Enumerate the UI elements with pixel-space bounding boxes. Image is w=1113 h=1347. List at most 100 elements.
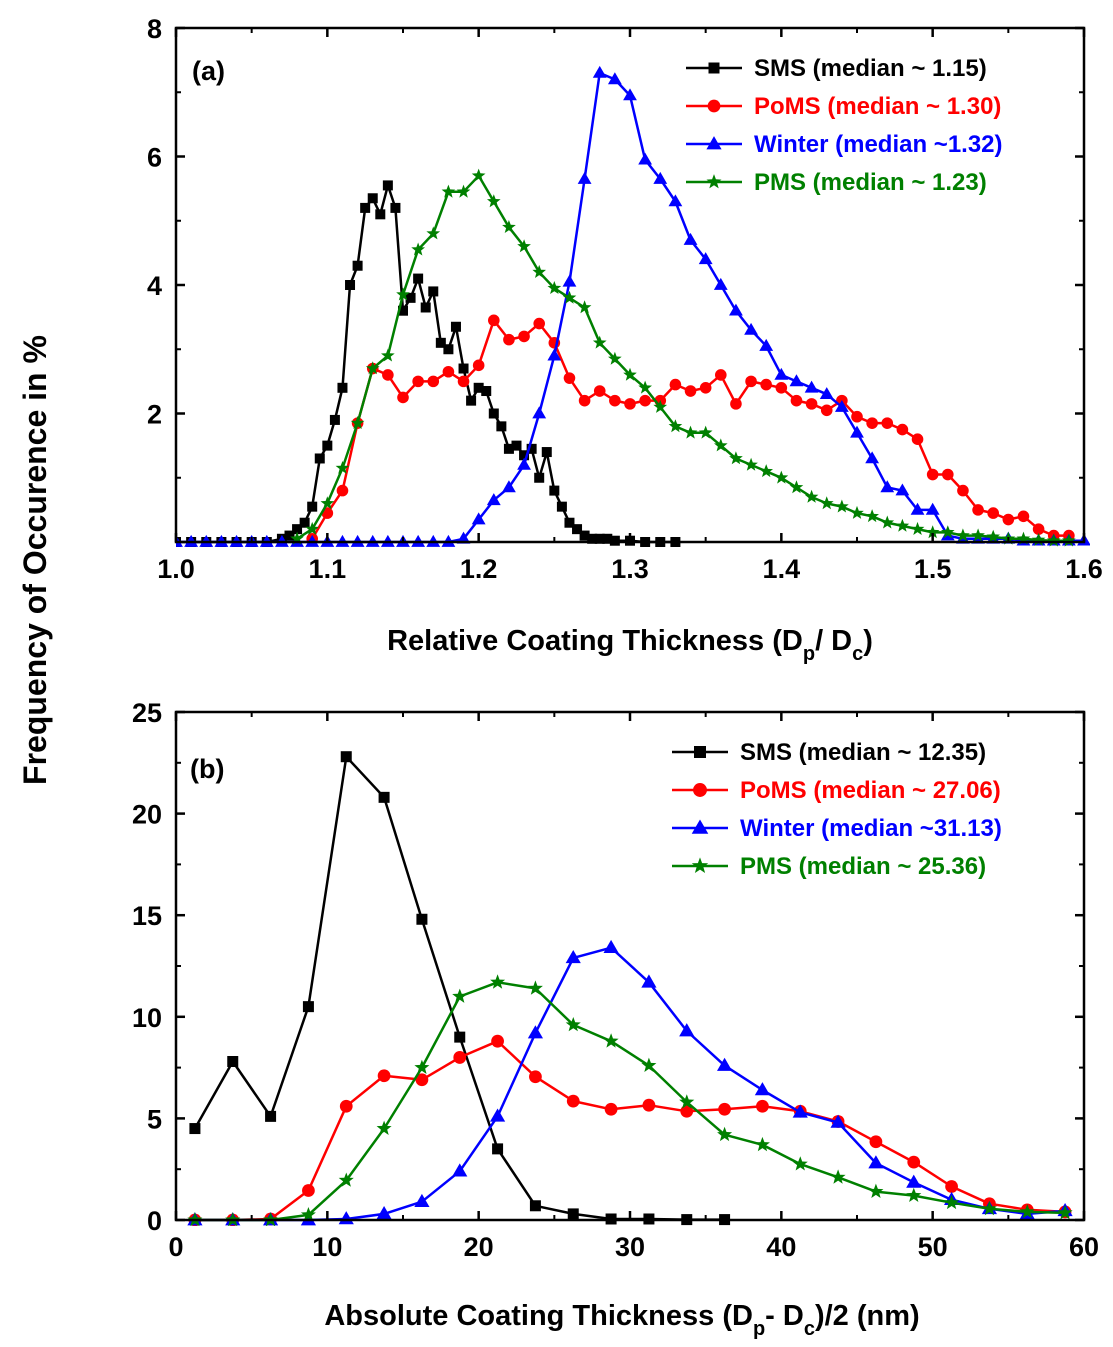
panel-a-series-2-point <box>471 512 486 525</box>
panel-b-series-3-point <box>1057 1205 1073 1220</box>
panel-b-series-1-point <box>339 1099 353 1113</box>
panel-a-series-1-point <box>760 378 772 391</box>
panel-b-series-1-point <box>680 1104 694 1118</box>
panel-b-series-0-point <box>378 791 390 803</box>
panel-b-series-3-point <box>717 1126 733 1142</box>
panel-a-series-3-point <box>487 194 501 208</box>
panel-a-series-3-point <box>819 496 834 510</box>
panel-a-series-3-point <box>320 496 335 510</box>
panel-a-series-0-point <box>511 440 522 451</box>
panel-a-series-0-point <box>519 450 530 461</box>
panel-a-series-0-point <box>473 382 484 393</box>
panel-b-series-1-point <box>945 1180 958 1193</box>
panel-a-series-3-point <box>623 367 637 381</box>
panel-a-x-tick-label: 1.3 <box>611 554 649 584</box>
panel-a-legend: SMS (median ~ 1.15) PoMS (median ~ 1.30) W… <box>686 55 1003 196</box>
panel-b-series-3-point <box>792 1156 808 1171</box>
panel-a-series-2-point <box>517 457 531 470</box>
panel-b-series-3-point <box>906 1187 922 1202</box>
panel-a-xlabel-mid: / D <box>815 625 852 657</box>
panel-a-series-3-point <box>335 460 350 474</box>
panel-a-series-3-point <box>456 184 471 198</box>
panel-a-chart: 1.0 1.1 1.2 1.3 1.4 1.5 1.6 2 4 6 8 (a) SMS (media… <box>147 14 1103 665</box>
panel-b-series-3-point <box>414 1059 430 1074</box>
panel-b-x-tick-label: 50 <box>918 1232 948 1262</box>
panel-a-series-0-point <box>329 414 340 425</box>
panel-b-series-1-point <box>907 1155 921 1169</box>
panel-a-series-0-point <box>443 344 454 355</box>
panel-b-x-tick-label: 60 <box>1069 1232 1099 1262</box>
panel-a-series-0-point <box>587 533 598 544</box>
panel-a-y-tick-label: 8 <box>147 14 162 44</box>
panel-a-series-3-point <box>305 521 319 535</box>
panel-a-series-1-point <box>609 394 621 407</box>
panel-a-series-1-point <box>593 385 606 397</box>
panel-b-legend: SMS (median ~ 12.35) PoMS (median ~ 27.06… <box>672 739 1002 880</box>
panel-a-series-3-point <box>365 361 380 375</box>
panel-b-xlabel-main: Absolute Coating Thickness (D <box>324 1300 753 1332</box>
panel-b-series-2-point <box>452 1163 468 1177</box>
panel-a-series-1-point <box>427 375 440 388</box>
panel-a-series-1-point <box>563 372 576 384</box>
panel-a-x-tick-label: 1.4 <box>763 554 801 584</box>
panel-a-series-0-point <box>579 530 590 541</box>
panel-a-series-2-point <box>744 322 758 335</box>
panel-b-series-3-line <box>194 981 1066 1222</box>
panel-a-series-2-point <box>713 277 728 290</box>
panel-a-legend-label: PoMS (median ~ 1.30) <box>754 93 1001 120</box>
panel-a-series-3-point <box>925 525 940 539</box>
panel-a-series-0-point <box>390 202 401 213</box>
panel-a-series-3-point <box>1046 533 1061 547</box>
panel-a-series-1-point <box>639 394 651 407</box>
panel-b-series-3-point <box>641 1057 657 1072</box>
panel-a-series-2-point <box>653 171 668 184</box>
panel-a-series-3-point <box>532 264 546 278</box>
panel-a-series-1-point <box>518 330 530 343</box>
panel-a-series-2-point <box>638 152 653 165</box>
panel-a-series-3-line <box>296 174 1069 542</box>
panel-a-x-tick-label: 1.6 <box>1065 554 1103 584</box>
panel-b-series-1-line <box>194 1039 1066 1222</box>
panel-b-series-3-point <box>830 1169 846 1184</box>
panel-a-series-3-point <box>592 335 607 349</box>
panel-a-series-0-point <box>556 501 567 512</box>
panel-a-series-2-point <box>562 274 577 287</box>
panel-a-series-2-point <box>456 531 471 544</box>
panel-a-series-3-point <box>744 457 758 471</box>
panel-a-series-1-point <box>957 484 969 497</box>
panel-a-series-3-point <box>714 438 728 452</box>
panel-a-legend-label: PMS (median ~ 1.23) <box>754 169 987 196</box>
panel-b-series-3-point <box>527 980 543 995</box>
panel-a-series-1-point <box>533 317 545 330</box>
panel-a-series-3-point <box>835 499 849 513</box>
panel-a-series-0-point <box>496 421 507 432</box>
panel-b-series-3-point <box>868 1183 884 1198</box>
panel-a-series-1-point <box>699 382 712 394</box>
panel-a-series-0-point <box>481 386 492 397</box>
panel-a-series-0-point <box>299 517 310 528</box>
panel-b-series-0-point <box>454 1031 466 1043</box>
panel-a-series-3-point <box>971 528 985 542</box>
panel-b-series-1-point <box>869 1135 883 1149</box>
panel-a-series-1-point <box>1017 510 1030 523</box>
panel-a-x-tick-label: 1.2 <box>460 554 498 584</box>
panel-a-series-2-point <box>486 493 501 506</box>
panel-b-series-2-point <box>679 1023 695 1037</box>
panel-a-series-3-point <box>653 399 668 413</box>
panel-a-series-2-point <box>880 480 895 493</box>
panel-a-series-1-point <box>987 507 999 519</box>
panel-b-series-0-point <box>340 751 352 763</box>
panel-a-series-1-point <box>336 484 349 497</box>
panel-a-series-1-point <box>669 378 682 391</box>
panel-b-series-2-point <box>906 1174 922 1188</box>
panel-a-series-0-point <box>352 260 363 271</box>
panel-a-series-0-point <box>466 395 477 406</box>
panel-a-series-2-point <box>804 380 819 393</box>
panel-a-xlabel-end: ) <box>863 625 873 657</box>
panel-b-series-2-point <box>792 1104 808 1118</box>
panel-a-x-axis-title: Relative Coating Thickness (Dp/ Dc) <box>387 625 873 665</box>
panel-a-x-tick-label: 1.5 <box>914 554 952 584</box>
panel-b-tag: (b) <box>190 754 224 784</box>
panel-b-y-tick-label: 10 <box>132 1003 162 1033</box>
